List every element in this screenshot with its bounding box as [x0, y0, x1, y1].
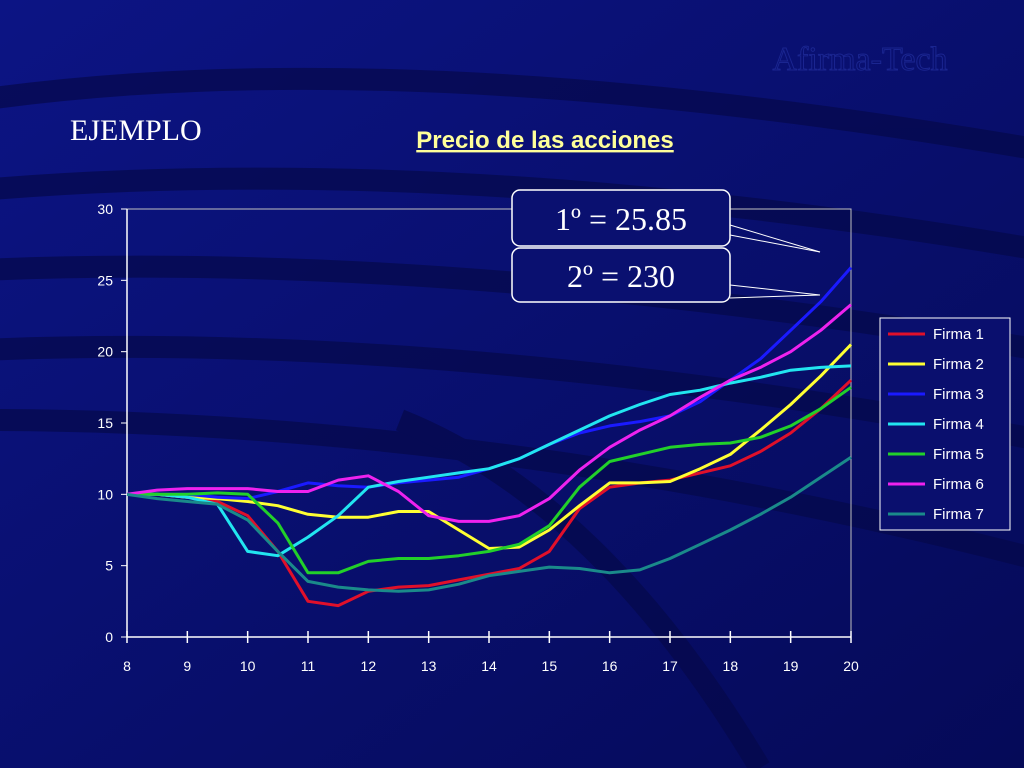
callout-box — [511, 189, 731, 247]
callout-box — [511, 247, 731, 303]
series-line — [127, 343, 853, 550]
x-tick-label: 13 — [421, 658, 437, 674]
series-line — [126, 455, 852, 593]
y-tick-label: 0 — [105, 629, 113, 645]
legend-label: Firma 2 — [933, 356, 984, 373]
callout-text: 1º = 25.85 — [555, 201, 687, 237]
x-tick-label: 11 — [301, 658, 316, 674]
y-tick-label: 10 — [97, 486, 113, 502]
x-tick-label: 8 — [123, 658, 131, 674]
y-tick-label: 5 — [105, 558, 113, 574]
x-tick-label: 20 — [843, 658, 859, 674]
watermark: Afirma-Tech — [772, 41, 947, 78]
callout-pointer — [729, 224, 821, 253]
series-line — [127, 386, 852, 575]
x-tick-label: 16 — [602, 658, 618, 674]
legend-label: Firma 7 — [933, 506, 984, 523]
legend-label: Firma 3 — [933, 386, 984, 403]
callout-text: 2º = 230 — [567, 258, 675, 294]
y-tick-label: 30 — [97, 201, 113, 217]
x-tick-label: 19 — [783, 658, 799, 674]
x-tick-label: 17 — [662, 658, 678, 674]
x-tick-label: 18 — [723, 658, 739, 674]
background-stripes — [0, 67, 1024, 768]
chart-title: Precio de las acciones — [416, 127, 673, 154]
legend-label: Firma 5 — [933, 446, 984, 463]
callout-pointer — [729, 294, 821, 299]
x-tick-label: 9 — [183, 658, 191, 674]
y-tick-label: 20 — [97, 344, 113, 360]
x-tick-label: 10 — [240, 658, 256, 674]
slide-title: EJEMPLO — [70, 114, 202, 147]
series-line — [126, 303, 852, 523]
callout-pointer — [729, 234, 821, 253]
legend-label: Firma 1 — [933, 326, 984, 343]
legend-label: Firma 6 — [933, 476, 984, 493]
legend-label: Firma 4 — [933, 416, 984, 433]
series-line — [127, 364, 852, 558]
x-tick-label: 12 — [361, 658, 377, 674]
callout-pointer — [729, 284, 821, 296]
y-tick-label: 15 — [97, 415, 113, 431]
y-tick-label: 25 — [97, 272, 113, 288]
x-tick-label: 14 — [481, 658, 497, 674]
x-tick-label: 15 — [542, 658, 558, 674]
